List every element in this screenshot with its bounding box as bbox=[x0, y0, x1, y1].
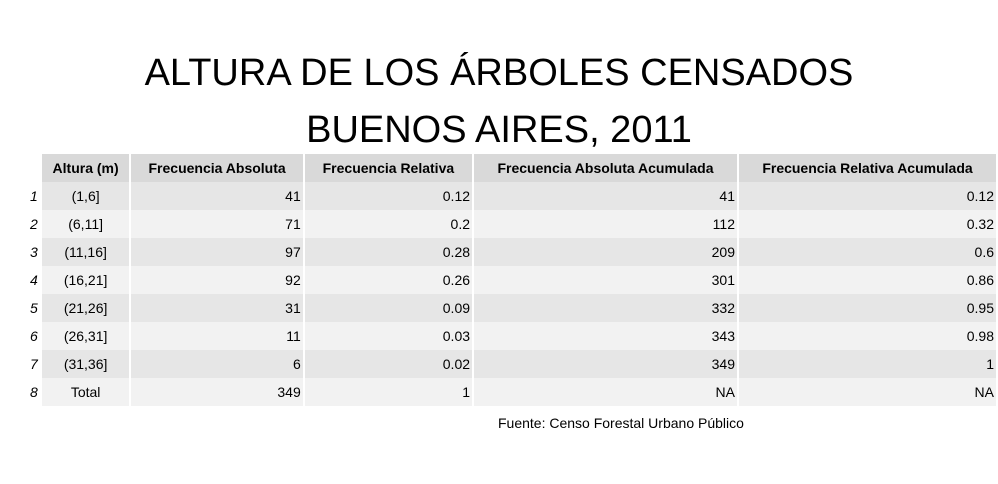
table-row: 4 (16,21] 92 0.26 301 0.86 bbox=[26, 266, 996, 294]
table-row: 2 (6,11] 71 0.2 112 0.32 bbox=[26, 210, 996, 238]
table-row: 3 (11,16] 97 0.28 209 0.6 bbox=[26, 238, 996, 266]
table-cell: 0.03 bbox=[304, 322, 473, 350]
table-row: 7 (31,36] 6 0.02 349 1 bbox=[26, 350, 996, 378]
table-row: 8 Total 349 1 NA NA bbox=[26, 378, 996, 406]
table-row: 1 (1,6] 41 0.12 41 0.12 bbox=[26, 182, 996, 210]
table-cell: 349 bbox=[474, 350, 737, 378]
row-index: 6 bbox=[30, 328, 38, 344]
table-cell: 0.86 bbox=[738, 266, 996, 294]
table-cell: 1 bbox=[738, 350, 996, 378]
table-cell: 0.26 bbox=[304, 266, 473, 294]
table-cell: (11,16] bbox=[41, 238, 130, 266]
table-cell: 0.12 bbox=[304, 182, 473, 210]
table-cell: Total bbox=[41, 378, 130, 406]
row-index: 4 bbox=[30, 272, 38, 288]
column-header-frecuencia-absoluta-acumulada: Frecuencia Absoluta Acumulada bbox=[474, 154, 737, 182]
table-cell: 0.28 bbox=[304, 238, 473, 266]
table-cell: NA bbox=[738, 378, 996, 406]
column-header-frecuencia-absoluta: Frecuencia Absoluta bbox=[131, 154, 303, 182]
table-cell: 11 bbox=[131, 322, 303, 350]
table-cell: 332 bbox=[474, 294, 737, 322]
frequency-table: Altura (m) Frecuencia Absoluta Frecuenci… bbox=[24, 154, 998, 406]
source-note: Fuente: Censo Forestal Urbano Público bbox=[498, 415, 744, 431]
table-cell: 0.12 bbox=[738, 182, 996, 210]
table-cell: 0.2 bbox=[304, 210, 473, 238]
table-cell: 0.32 bbox=[738, 210, 996, 238]
table-cell: 301 bbox=[474, 266, 737, 294]
table-cell: 41 bbox=[474, 182, 737, 210]
table-cell: 6 bbox=[131, 350, 303, 378]
row-index: 2 bbox=[30, 216, 38, 232]
table-cell: 0.6 bbox=[738, 238, 996, 266]
chart-title-line2: BUENOS AIRES, 2011 bbox=[306, 109, 692, 151]
table-cell: 1 bbox=[304, 378, 473, 406]
table-cell: 31 bbox=[131, 294, 303, 322]
table-row: 5 (21,26] 31 0.09 332 0.95 bbox=[26, 294, 996, 322]
row-index: 1 bbox=[30, 188, 38, 204]
row-index: 5 bbox=[30, 300, 38, 316]
column-header-frecuencia-relativa-acumulada: Frecuencia Relativa Acumulada bbox=[738, 154, 996, 182]
table-cell: 209 bbox=[474, 238, 737, 266]
table-cell: (16,21] bbox=[41, 266, 130, 294]
table-cell: 0.02 bbox=[304, 350, 473, 378]
header-row: Altura (m) Frecuencia Absoluta Frecuenci… bbox=[26, 154, 996, 182]
column-header-altura: Altura (m) bbox=[41, 154, 130, 182]
row-index: 8 bbox=[30, 384, 38, 400]
table-cell: (31,36] bbox=[41, 350, 130, 378]
column-header-frecuencia-relativa: Frecuencia Relativa bbox=[304, 154, 473, 182]
table-cell: (1,6] bbox=[41, 182, 130, 210]
table-cell: 343 bbox=[474, 322, 737, 350]
chart-title-line1: ALTURA DE LOS ÁRBOLES CENSADOS bbox=[144, 52, 854, 94]
table-cell: (26,31] bbox=[41, 322, 130, 350]
table-cell: 92 bbox=[131, 266, 303, 294]
table-cell: (6,11] bbox=[41, 210, 130, 238]
row-index: 3 bbox=[30, 244, 38, 260]
table-cell: 0.98 bbox=[738, 322, 996, 350]
table-cell: 97 bbox=[131, 238, 303, 266]
row-index: 7 bbox=[30, 356, 38, 372]
table-cell: 0.95 bbox=[738, 294, 996, 322]
table-cell: 71 bbox=[131, 210, 303, 238]
table-cell: (21,26] bbox=[41, 294, 130, 322]
table-cell: 41 bbox=[131, 182, 303, 210]
table-cell: NA bbox=[474, 378, 737, 406]
table-cell: 112 bbox=[474, 210, 737, 238]
index-header bbox=[26, 154, 40, 182]
table-cell: 0.09 bbox=[304, 294, 473, 322]
table-row: 6 (26,31] 11 0.03 343 0.98 bbox=[26, 322, 996, 350]
table-cell: 349 bbox=[131, 378, 303, 406]
